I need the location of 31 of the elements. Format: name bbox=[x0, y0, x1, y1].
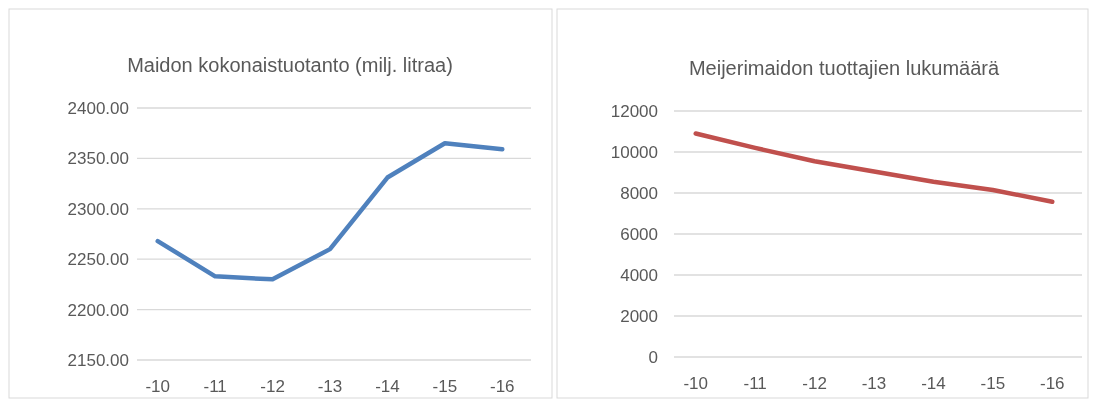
y-tick-label: 6000 bbox=[620, 224, 658, 244]
y-tick-label: 2400.00 bbox=[67, 98, 129, 118]
x-tick-label: -12 bbox=[260, 377, 285, 396]
x-tick-label: -10 bbox=[145, 377, 170, 396]
y-tick-label: 4000 bbox=[620, 265, 658, 285]
chart-title: Meijerimaidon tuottajien lukumäärä bbox=[688, 57, 1000, 79]
x-tick-label: -13 bbox=[861, 374, 887, 393]
x-tick-label: -14 bbox=[375, 377, 400, 396]
x-tick-label: -11 bbox=[203, 377, 227, 396]
y-tick-label: 2200.00 bbox=[67, 300, 129, 320]
x-tick-label: -10 bbox=[683, 374, 708, 393]
y-tick-label: 2000 bbox=[620, 306, 658, 326]
y-tick-label: 2300.00 bbox=[67, 199, 129, 219]
y-tick-label: 2150.00 bbox=[67, 350, 129, 370]
x-tick-label: -16 bbox=[490, 377, 515, 396]
x-tick-label: -13 bbox=[317, 377, 343, 396]
x-tick-label: -14 bbox=[921, 374, 946, 393]
y-tick-label: 12000 bbox=[610, 101, 658, 121]
y-tick-label: 2350.00 bbox=[67, 149, 129, 169]
x-tick-label: -11 bbox=[743, 374, 767, 393]
x-tick-label: -12 bbox=[802, 374, 827, 393]
line-series bbox=[693, 131, 1055, 205]
y-tick-label: 2250.00 bbox=[67, 250, 129, 270]
x-tick-label: -16 bbox=[1040, 374, 1065, 393]
y-tick-label: 8000 bbox=[620, 183, 658, 203]
chart-title: Maidon kokonaistuotanto (milj. litraa) bbox=[127, 54, 453, 76]
x-tick-label: -15 bbox=[980, 374, 1006, 393]
y-tick-label: 0 bbox=[648, 347, 658, 367]
line-series bbox=[155, 141, 505, 282]
x-tick-label: -15 bbox=[432, 377, 458, 396]
y-tick-label: 10000 bbox=[610, 142, 658, 162]
